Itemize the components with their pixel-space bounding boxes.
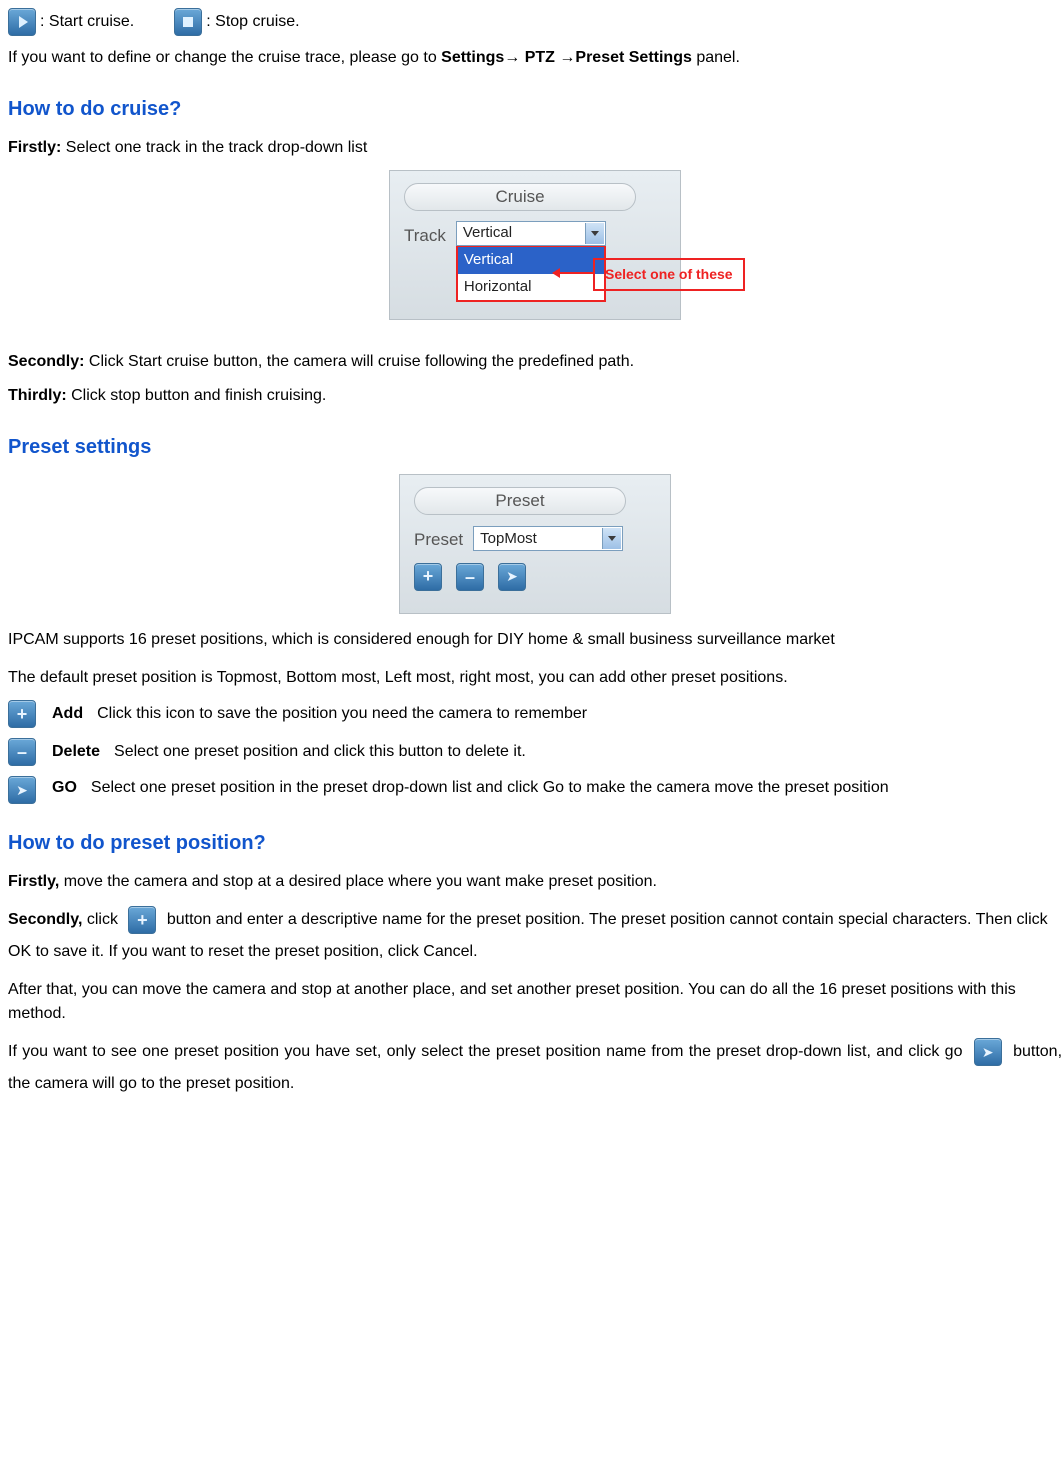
ptz-word: PTZ <box>520 49 559 66</box>
thirdly-label: Thirdly: <box>8 387 67 404</box>
cruise-controls-legend: : Start cruise. : Stop cruise. <box>8 8 1062 36</box>
go-text: Select one preset position in the preset… <box>91 776 1062 800</box>
start-cruise-label: : Start cruise. <box>40 10 134 34</box>
go-label: GO <box>52 776 77 800</box>
preset-panel: Preset Preset TopMost <box>399 474 671 614</box>
cruise-firstly: Firstly: Select one track in the track d… <box>8 136 1062 160</box>
track-selected[interactable]: Vertical <box>456 221 606 246</box>
preset-panel-header: Preset <box>414 487 626 515</box>
how-to-cruise-heading: How to do cruise? <box>8 94 1062 124</box>
cruise-thirdly: Thirdly: Click stop button and finish cr… <box>8 384 1062 408</box>
preset-settings-word: Preset Settings <box>575 49 691 66</box>
settings-word: Settings <box>441 49 504 66</box>
add-line: Add Click this icon to save the position… <box>8 700 1062 728</box>
preset-dropdown[interactable]: TopMost <box>473 526 623 551</box>
define-trace-text: If you want to define or change the crui… <box>8 46 1062 70</box>
chevron-down-icon <box>608 536 616 541</box>
delete-preset-button[interactable] <box>456 563 484 591</box>
firstly-label: Firstly: <box>8 139 61 156</box>
thirdly-text: Click stop button and finish cruising. <box>67 387 327 404</box>
preset-label: Preset <box>414 525 463 553</box>
secondly-post: button and enter a descriptive name for … <box>8 911 1048 960</box>
chevron-down-icon <box>591 231 599 236</box>
delete-line: Delete Select one preset position and cl… <box>8 738 1062 766</box>
stop-cruise-icon <box>174 8 202 36</box>
after-text-2: If you want to see one preset position y… <box>8 1036 1062 1100</box>
cruise-secondly: Secondly: Click Start cruise button, the… <box>8 350 1062 374</box>
cruise-panel-header: Cruise <box>404 183 636 211</box>
track-dropdown[interactable]: Vertical Vertical Horizontal <box>456 221 606 302</box>
add-preset-button[interactable] <box>414 563 442 591</box>
arrow-icon: → <box>559 49 575 66</box>
delete-label: Delete <box>52 740 100 764</box>
add-text: Click this icon to save the position you… <box>97 702 587 726</box>
delete-text: Select one preset position and click thi… <box>114 740 526 764</box>
cruise-panel: Cruise Track Vertical Vertical Horizonta… <box>389 170 681 320</box>
after2-pre: If you want to see one preset position y… <box>8 1043 968 1060</box>
preset-firstly: Firstly, move the camera and stop at a d… <box>8 870 1062 894</box>
arrow-icon: → <box>504 49 520 66</box>
track-option[interactable]: Horizontal <box>458 274 604 301</box>
go-icon <box>974 1038 1002 1066</box>
preset-settings-heading: Preset settings <box>8 432 1062 462</box>
track-option[interactable]: Vertical <box>458 247 604 274</box>
how-to-preset-heading: How to do preset position? <box>8 828 1062 858</box>
start-cruise-icon <box>8 8 36 36</box>
firstly-text: Select one track in the track drop-down … <box>61 139 367 156</box>
secondly-pre: click <box>82 911 122 928</box>
minus-icon <box>8 738 36 766</box>
track-selected-text: Vertical <box>463 222 512 245</box>
track-label: Track <box>404 221 446 249</box>
after-text-1: After that, you can move the camera and … <box>8 978 1062 1026</box>
define-pre: If you want to define or change the crui… <box>8 49 441 66</box>
secondly-text: Click Start cruise button, the camera wi… <box>84 353 634 370</box>
plus-icon <box>8 700 36 728</box>
preset-selected-text: TopMost <box>480 528 537 551</box>
select-one-callout: Select one of these <box>593 258 745 291</box>
go-line: GO Select one preset position in the pre… <box>8 776 1062 804</box>
stop-cruise-label: : Stop cruise. <box>206 10 299 34</box>
preset-selected[interactable]: TopMost <box>473 526 623 551</box>
preset-default-text: The default preset position is Topmost, … <box>8 666 1062 690</box>
secondly-label: Secondly: <box>8 353 84 370</box>
add-label: Add <box>52 702 83 726</box>
firstly-label: Firstly, <box>8 873 59 890</box>
preset-support-text: IPCAM supports 16 preset positions, whic… <box>8 624 1062 656</box>
preset-secondly: Secondly, click button and enter a descr… <box>8 904 1062 968</box>
panel-suffix: panel. <box>692 49 740 66</box>
secondly-label: Secondly, <box>8 911 82 928</box>
callout-arrow <box>553 272 593 274</box>
plus-icon <box>128 906 156 934</box>
go-preset-button[interactable] <box>498 563 526 591</box>
firstly-text: move the camera and stop at a desired pl… <box>59 873 657 890</box>
go-icon <box>8 776 36 804</box>
